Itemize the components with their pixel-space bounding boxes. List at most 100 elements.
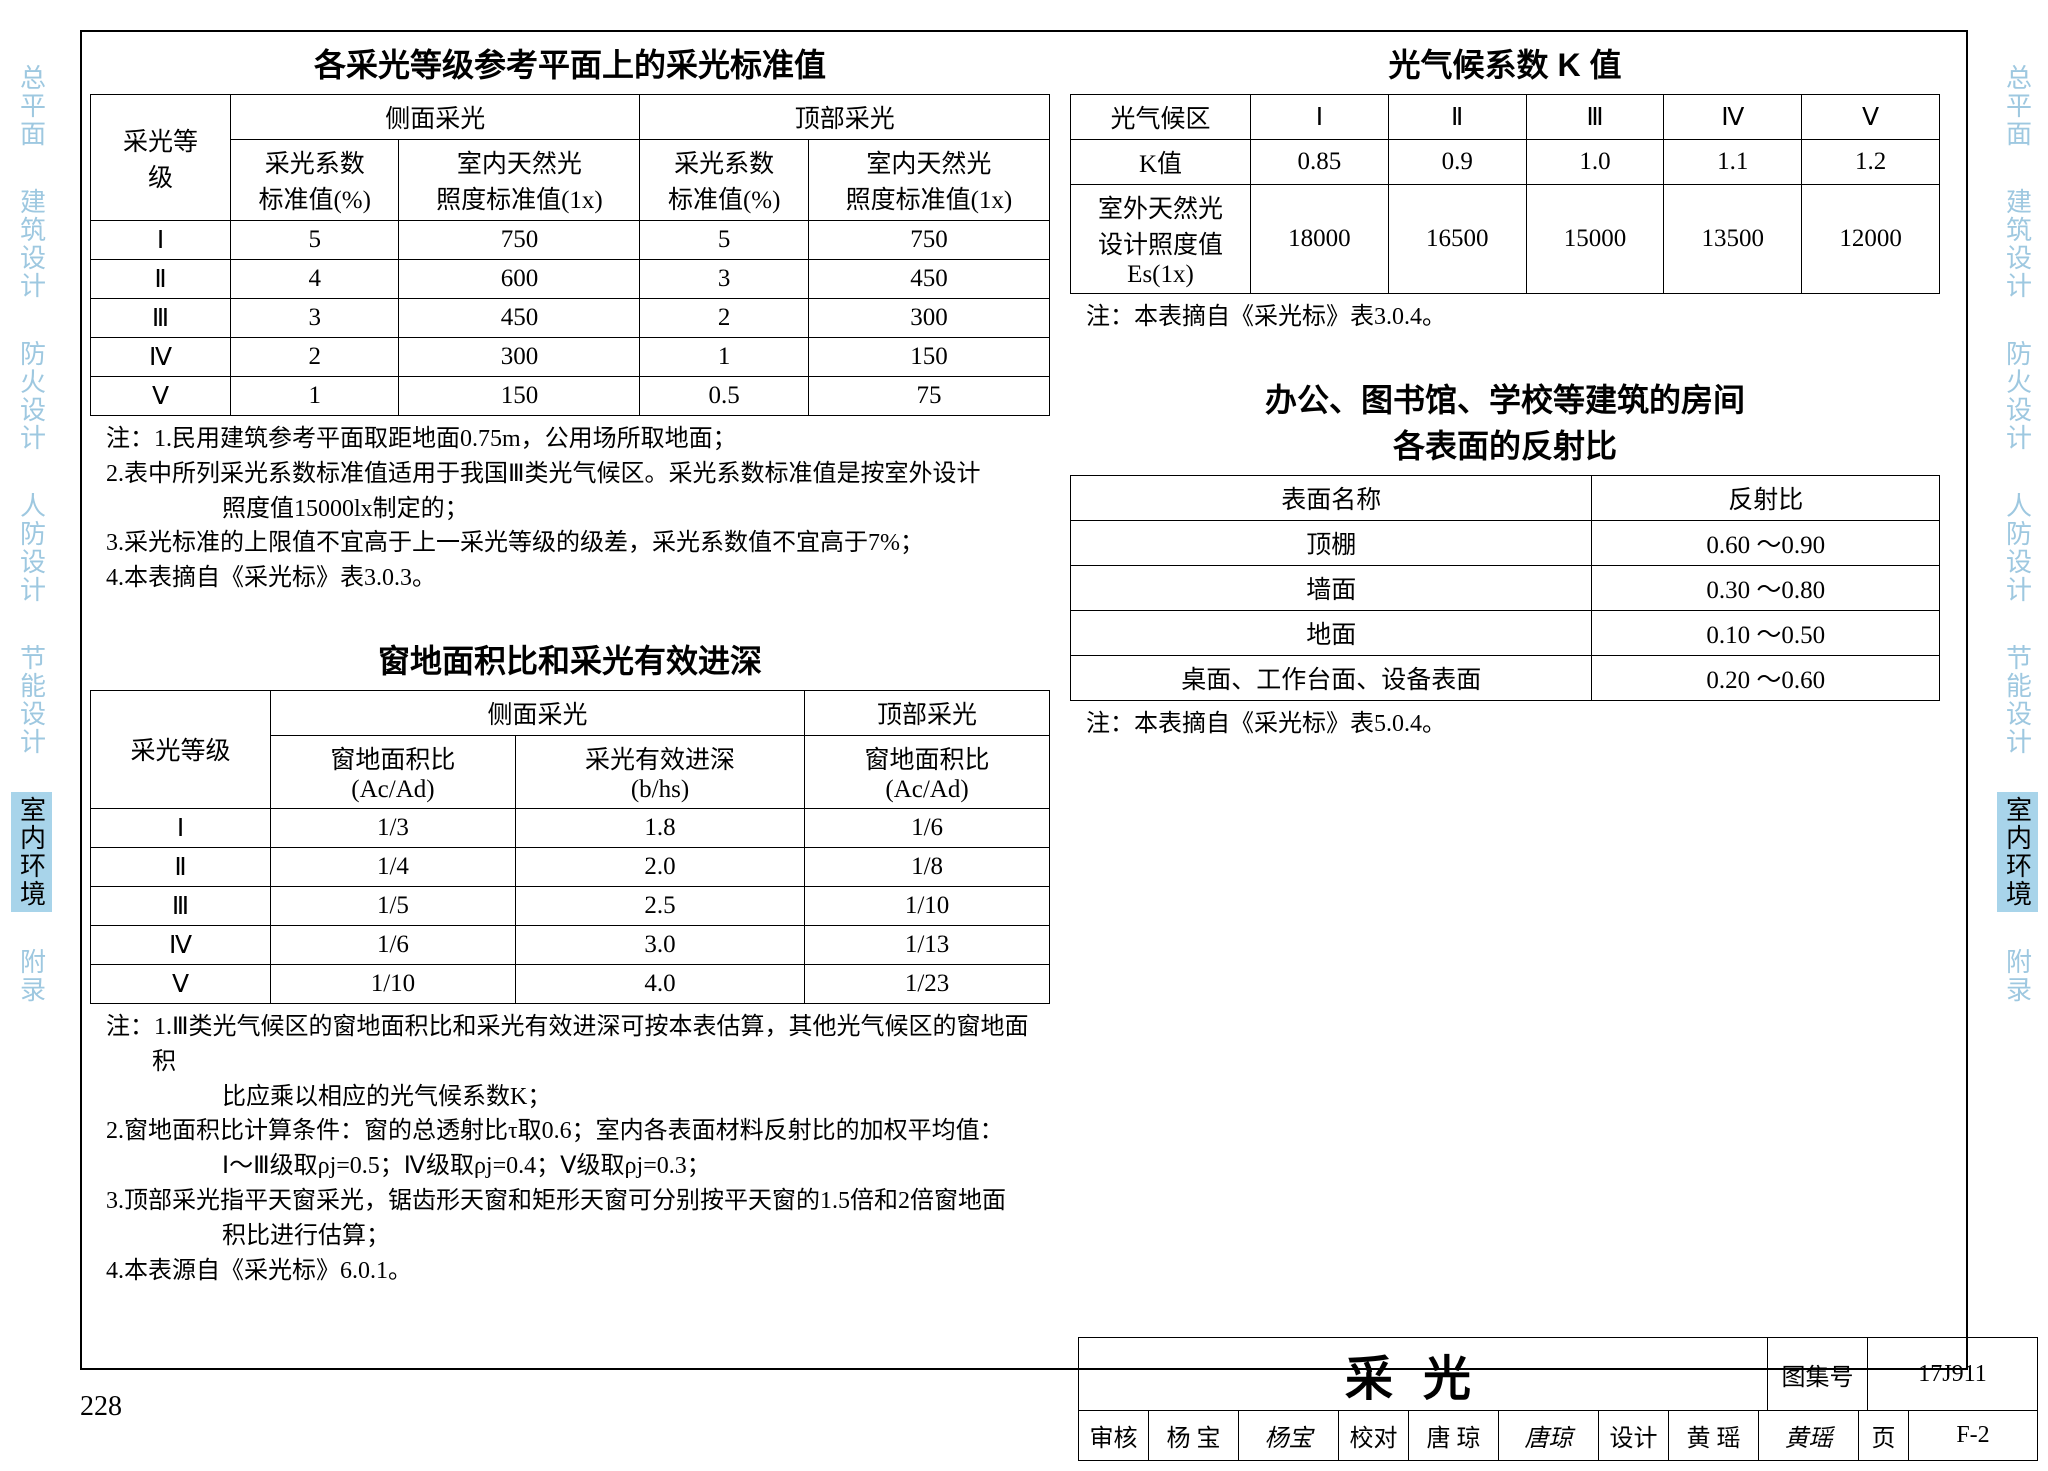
cell: 4.0 xyxy=(515,964,804,1003)
sidebar-right: 总平面 建筑设计 防火设计 人防设计 节能设计 室内环境 附录 xyxy=(1998,60,2036,1040)
note-line: 3.顶部采光指平天窗采光，锯齿形天窗和矩形天窗可分别按平天窗的1.5倍和2倍窗地… xyxy=(152,1184,1050,1219)
th: 采光系数 标准值(%) xyxy=(640,140,808,221)
cell: Ⅰ xyxy=(91,808,271,847)
table4: 表面名称 反射比 顶棚0.60 ～0.90墙面0.30 ～0.80地面0.10 … xyxy=(1070,475,1940,701)
cell: 1/3 xyxy=(271,808,516,847)
cell: 16500 xyxy=(1388,185,1526,294)
table3: 光气候区ⅠⅡⅢⅣⅤ K值0.850.91.01.11.2室外天然光 设计照度值 … xyxy=(1070,94,1940,294)
note-line: 4.本表摘自《采光标》表3.0.3。 xyxy=(152,561,1050,596)
table-row: Ⅲ34502300 xyxy=(91,299,1050,338)
cell: 150 xyxy=(808,338,1049,377)
cell: 桌面、工作台面、设备表面 xyxy=(1071,655,1592,700)
note-line: 3.采光标准的上限值不宜高于上一采光等级的级差，采光系数值不宜高于7%； xyxy=(152,526,1050,561)
cell: 4 xyxy=(231,260,399,299)
sidebar-item: 总平面 xyxy=(1997,60,2038,152)
table4-title2: 各表面的反射比 xyxy=(1070,421,1940,467)
table-row: Ⅴ11500.575 xyxy=(91,377,1050,416)
cell: 墙面 xyxy=(1071,565,1592,610)
review-name: 杨 宝 xyxy=(1149,1411,1239,1460)
cell: 15000 xyxy=(1526,185,1664,294)
note-line: 2.窗地面积比计算条件：窗的总透射比τ取0.6；室内各表面材料反射比的加权平均值… xyxy=(152,1114,1050,1149)
cell: 75 xyxy=(808,377,1049,416)
cell: 12000 xyxy=(1802,185,1940,294)
left-column: 各采光等级参考平面上的采光标准值 采光等 级 侧面采光 顶部采光 采光系数 标准… xyxy=(90,40,1050,1288)
note-text: 注：本表摘自《采光标》表5.0.4。 xyxy=(1132,707,1940,742)
table-row: Ⅰ57505750 xyxy=(91,221,1050,260)
table-row: K值0.850.91.01.11.2 xyxy=(1071,140,1940,185)
sidebar-item: 节能设计 xyxy=(1997,640,2038,760)
cell: 1 xyxy=(640,338,808,377)
th: 光气候区 xyxy=(1071,95,1251,140)
table2-title: 窗地面积比和采光有效进深 xyxy=(90,636,1050,682)
table1-notes: 注：1.民用建筑参考平面取距地面0.75m，公用场所取地面；2.表中所列采光系数… xyxy=(136,422,1050,596)
sidebar-item: 附录 xyxy=(11,944,52,1008)
cell: 3 xyxy=(640,260,808,299)
check-name: 唐 琼 xyxy=(1409,1411,1499,1460)
th: 顶部采光 xyxy=(640,95,1050,140)
sidebar-item: 建筑设计 xyxy=(11,184,52,304)
cell: Ⅲ xyxy=(91,886,271,925)
table-row: 室外天然光 设计照度值 Es(1x)1800016500150001350012… xyxy=(1071,185,1940,294)
table3-title: 光气候系数 K 值 xyxy=(1070,40,1940,86)
cell: 600 xyxy=(399,260,640,299)
cell: 室外天然光 设计照度值 Es(1x) xyxy=(1071,185,1251,294)
cell: Ⅳ xyxy=(91,338,231,377)
note-line: 积比进行估算； xyxy=(152,1219,1050,1254)
note-line: 4.本表源自《采光标》6.0.1。 xyxy=(152,1254,1050,1289)
cell: Ⅳ xyxy=(91,925,271,964)
table-row: Ⅲ1/52.51/10 xyxy=(91,886,1050,925)
note-line: 比应乘以相应的光气候系数K； xyxy=(152,1080,1050,1115)
note-line: 注：1.Ⅲ类光气候区的窗地面积比和采光有效进深可按本表估算，其他光气候区的窗地面… xyxy=(152,1010,1050,1080)
table-row: Ⅱ1/42.01/8 xyxy=(91,847,1050,886)
table1: 采光等 级 侧面采光 顶部采光 采光系数 标准值(%) 室内天然光 照度标准值(… xyxy=(90,94,1050,416)
cell: Ⅰ xyxy=(91,221,231,260)
cell: 0.85 xyxy=(1251,140,1389,185)
th: 侧面采光 xyxy=(231,95,640,140)
review-label: 审核 xyxy=(1079,1411,1149,1460)
th: Ⅱ xyxy=(1388,95,1526,140)
cell: 3.0 xyxy=(515,925,804,964)
cell: 0.60 ～0.90 xyxy=(1592,520,1940,565)
sidebar-item-active: 室内环境 xyxy=(11,792,52,912)
cell: K值 xyxy=(1071,140,1251,185)
cell: 2.5 xyxy=(515,886,804,925)
set-label: 图集号 xyxy=(1768,1338,1868,1410)
sidebar-left: 总平面 建筑设计 防火设计 人防设计 节能设计 室内环境 附录 xyxy=(12,60,50,1040)
th: Ⅰ xyxy=(1251,95,1389,140)
set-value: 17J911 xyxy=(1868,1338,2037,1410)
cell: Ⅱ xyxy=(91,847,271,886)
check-label: 校对 xyxy=(1339,1411,1409,1460)
cell: 300 xyxy=(808,299,1049,338)
th: Ⅲ xyxy=(1526,95,1664,140)
sidebar-item: 防火设计 xyxy=(11,336,52,456)
th: 采光有效进深 (b/hs) xyxy=(515,735,804,808)
th: Ⅳ xyxy=(1664,95,1802,140)
table2: 采光等级 侧面采光 顶部采光 窗地面积比 (Ac/Ad) 采光有效进深 (b/h… xyxy=(90,690,1050,1004)
cell: Ⅲ xyxy=(91,299,231,338)
th: 室内天然光 照度标准值(1x) xyxy=(808,140,1049,221)
table2-notes: 注：1.Ⅲ类光气候区的窗地面积比和采光有效进深可按本表估算，其他光气候区的窗地面… xyxy=(136,1010,1050,1288)
cell: 顶棚 xyxy=(1071,520,1592,565)
cell: 0.30 ～0.80 xyxy=(1592,565,1940,610)
cell: 1.0 xyxy=(1526,140,1664,185)
cell: 0.10 ～0.50 xyxy=(1592,610,1940,655)
sidebar-item: 人防设计 xyxy=(1997,488,2038,608)
th: 采光等级 xyxy=(91,690,271,808)
note-line: 注：1.民用建筑参考平面取距地面0.75m，公用场所取地面； xyxy=(152,422,1050,457)
th: 侧面采光 xyxy=(271,690,805,735)
check-sig: 唐琼 xyxy=(1499,1411,1599,1460)
cell: 地面 xyxy=(1071,610,1592,655)
cell: 0.9 xyxy=(1388,140,1526,185)
cell: 1.8 xyxy=(515,808,804,847)
cell: 1/10 xyxy=(805,886,1050,925)
sidebar-item: 附录 xyxy=(1997,944,2038,1008)
cell: 1 xyxy=(231,377,399,416)
cell: Ⅴ xyxy=(91,377,231,416)
table1-title: 各采光等级参考平面上的采光标准值 xyxy=(90,40,1050,86)
sidebar-item: 总平面 xyxy=(11,60,52,152)
table-row: Ⅴ1/104.01/23 xyxy=(91,964,1050,1003)
cell: 3 xyxy=(231,299,399,338)
table-row: 地面0.10 ～0.50 xyxy=(1071,610,1940,655)
cell: 1/10 xyxy=(271,964,516,1003)
cell: 2 xyxy=(640,299,808,338)
